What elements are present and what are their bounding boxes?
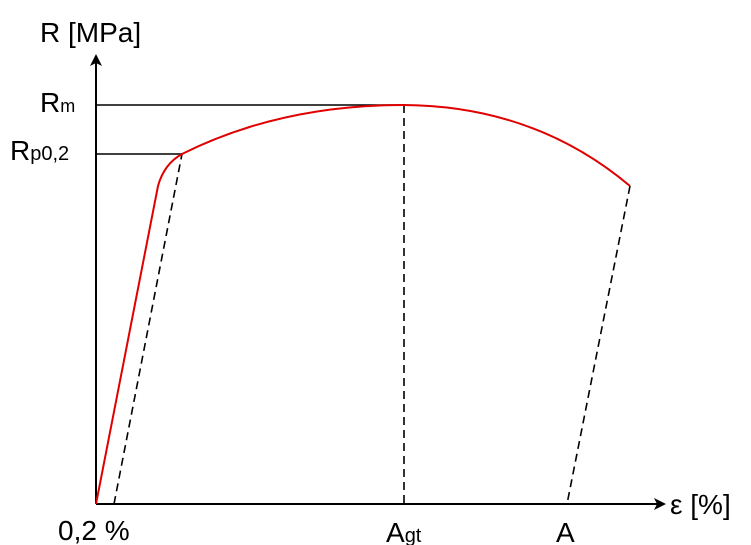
rm-label-sub: m — [60, 96, 75, 116]
rm-label: Rm — [40, 87, 75, 118]
a-label: A — [556, 517, 575, 545]
a-dashed-line — [566, 185, 631, 505]
rp02-label-main: R — [10, 135, 30, 166]
x-axis-label: ε [%] — [670, 489, 731, 520]
rm-label-main: R — [40, 87, 60, 118]
agt-label-sub: gt — [405, 525, 422, 545]
offset-label: 0,2 % — [58, 515, 130, 545]
stress-strain-curve — [95, 103, 631, 505]
agt-label: Agt — [386, 517, 422, 545]
rp02-label-sub: p0,2 — [30, 143, 69, 165]
agt-label-main: A — [386, 517, 405, 545]
y-axis-label: R [MPa] — [40, 17, 141, 48]
rp02-label: Rp0,2 — [10, 135, 69, 166]
offset-dashed-line — [113, 153, 183, 505]
